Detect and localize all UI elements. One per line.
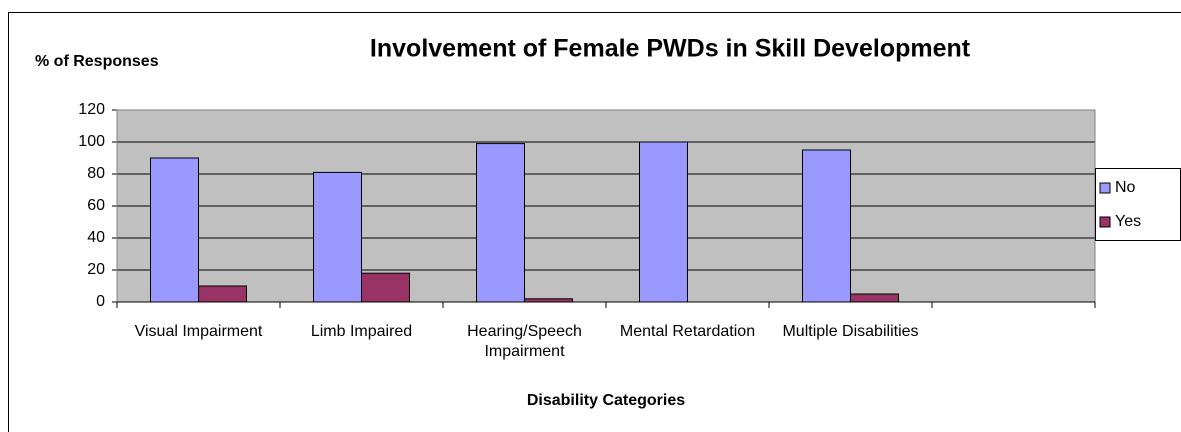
y-tick-label: 20 <box>87 261 105 278</box>
legend-label: Yes <box>1115 213 1141 230</box>
legend-box <box>1095 168 1181 241</box>
x-tick-label: Hearing/Speech Impairment <box>467 323 582 360</box>
legend-label: No <box>1115 179 1136 196</box>
bar <box>850 293 899 303</box>
legend-swatch <box>1099 216 1111 228</box>
bar <box>802 149 851 303</box>
bar <box>313 171 362 303</box>
y-tick-label: 100 <box>78 133 105 150</box>
legend-swatch <box>1099 182 1111 194</box>
y-tick-label: 0 <box>96 293 105 310</box>
bar <box>150 157 199 303</box>
x-tick-label: Visual Impairment <box>134 323 263 340</box>
y-tick-label: 40 <box>87 229 105 246</box>
chart-title: Involvement of Female PWDs in Skill Deve… <box>370 35 971 63</box>
bar <box>476 143 525 303</box>
x-tick-label: Mental Retardation <box>619 323 756 340</box>
x-tick-label: Multiple Disabilities <box>782 323 919 340</box>
x-axis-label: Disability Categories <box>527 392 685 409</box>
y-tick-label: 60 <box>87 197 105 214</box>
bar <box>198 285 247 303</box>
y-axis-label: % of Responses <box>35 53 159 70</box>
y-tick-label: 80 <box>87 165 105 182</box>
bar <box>639 141 688 303</box>
x-tick-label: Limb Impaired <box>310 323 413 340</box>
bar <box>361 272 410 303</box>
y-tick-label: 120 <box>78 101 105 118</box>
